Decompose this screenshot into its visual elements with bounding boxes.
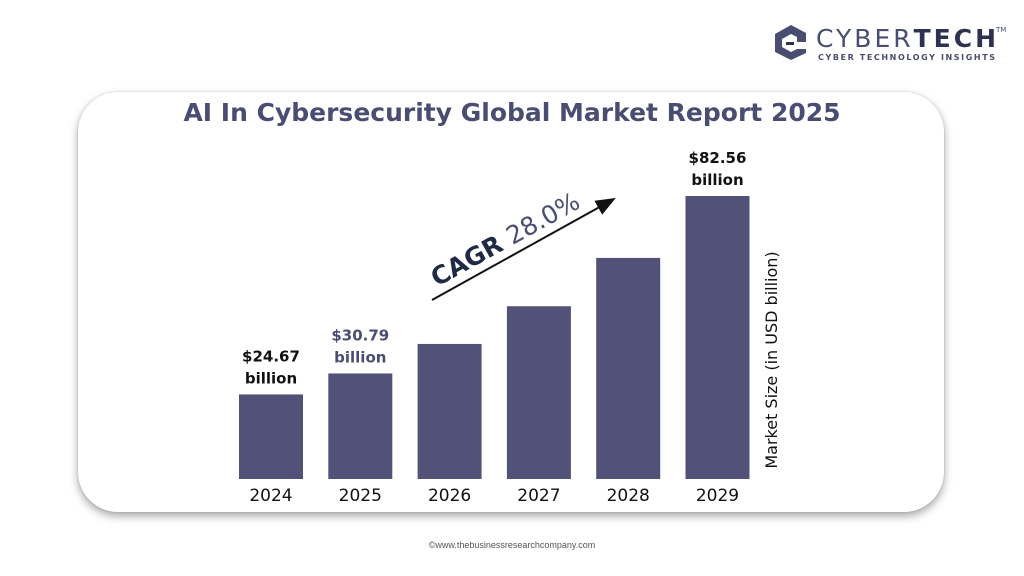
brand-name: CYBERTECH xyxy=(816,24,999,53)
cagr-prefix: CAGR xyxy=(426,225,515,292)
cagr-annotation: CAGR 28.0% xyxy=(426,187,585,293)
bar-2029 xyxy=(685,196,750,479)
chart-title: AI In Cybersecurity Global Market Report… xyxy=(183,98,841,127)
brand-logo: CYBERTECH TM CYBER TECHNOLOGY INSIGHTS xyxy=(770,22,1010,66)
x-tick-label-2028: 2028 xyxy=(607,486,650,506)
brand-name-bold: TECH xyxy=(913,24,1000,53)
data-label-unit-2025: billion xyxy=(334,348,386,366)
x-tick-label-2025: 2025 xyxy=(339,486,382,506)
data-label-amount-2024: $24.67 xyxy=(242,347,300,365)
cybertech-logo-icon xyxy=(775,25,806,60)
brand-name-light: CYBER xyxy=(816,24,914,53)
data-label-amount-2029: $82.56 xyxy=(689,149,747,167)
bar-2024 xyxy=(239,394,303,479)
source-footer: ©www.thebusinessresearchcompany.com xyxy=(428,540,596,550)
x-tick-label-2027: 2027 xyxy=(517,486,560,506)
brand-tagline: CYBER TECHNOLOGY INSIGHTS xyxy=(818,53,997,62)
data-label-unit-2029: billion xyxy=(691,171,743,189)
brand-trademark: TM xyxy=(996,26,1007,34)
bar-2025 xyxy=(328,373,393,479)
x-tick-label-2026: 2026 xyxy=(428,486,471,506)
bar-2026 xyxy=(417,343,482,479)
x-tick-label-2029: 2029 xyxy=(696,486,739,506)
y-axis-label: Market Size (in USD billion) xyxy=(762,251,781,468)
bar-2027 xyxy=(506,306,571,479)
cagr-rate: 28.0% xyxy=(501,187,585,251)
data-label-amount-2025: $30.79 xyxy=(331,326,389,344)
bar-2028 xyxy=(596,257,661,479)
x-tick-label-2024: 2024 xyxy=(249,486,292,506)
cagr-arrow xyxy=(431,198,616,301)
data-label-unit-2024: billion xyxy=(245,369,297,387)
